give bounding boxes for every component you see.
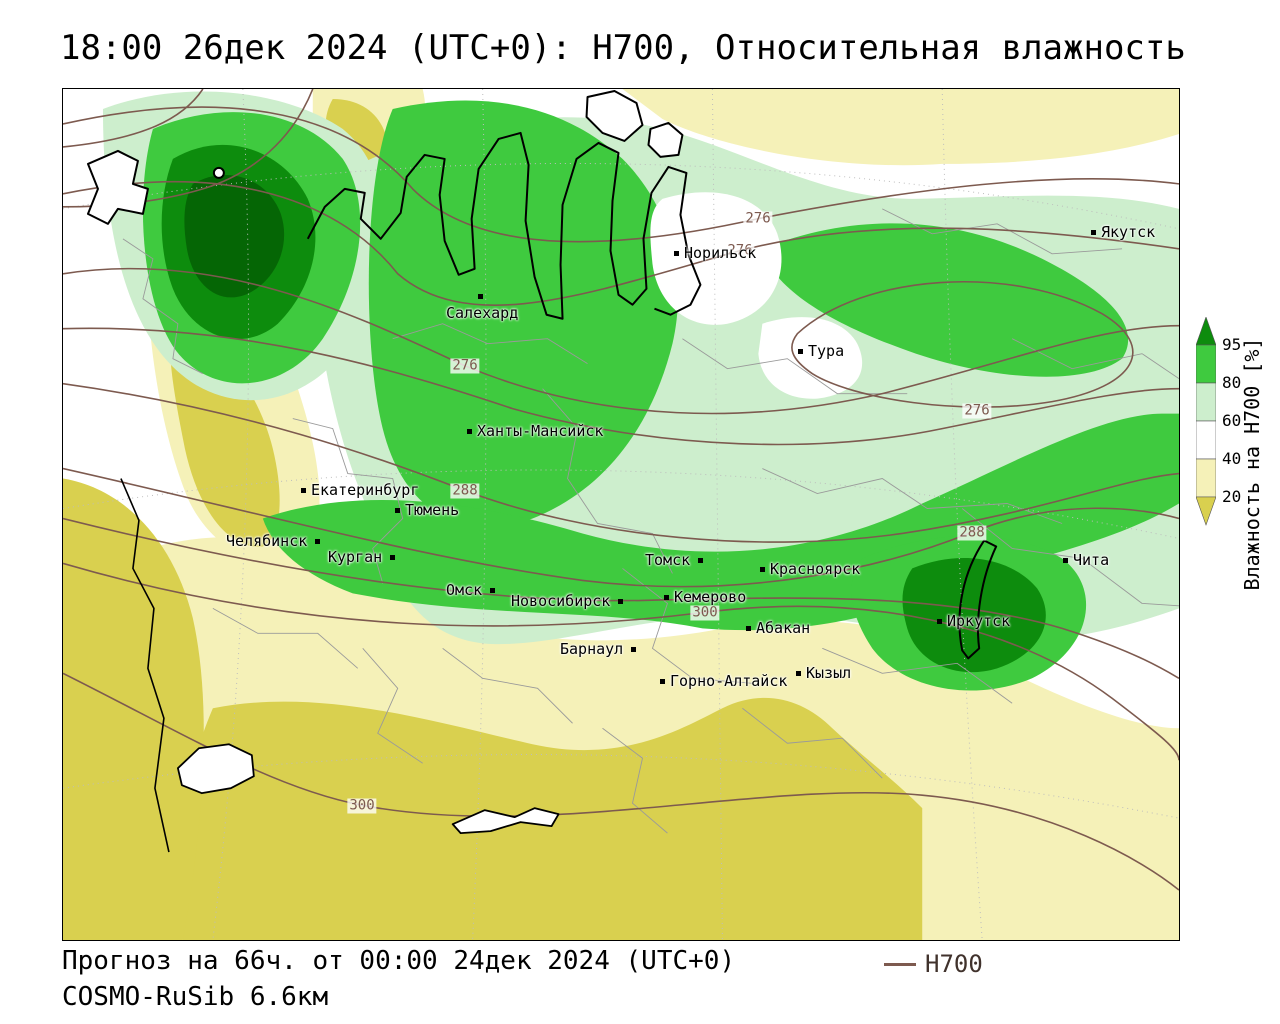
city-marker-Якутск: [1091, 230, 1096, 235]
h700-legend-label: H700: [925, 950, 983, 978]
city-marker-Салехард: [478, 294, 483, 299]
city-label-Чита: Чита: [1073, 551, 1110, 569]
forecast-note: Прогноз на 66ч. от 00:00 24дек 2024 (UTC…: [62, 946, 736, 976]
city-marker-Барнаул: [631, 647, 636, 652]
contour-value-label: 276: [962, 402, 992, 419]
model-name: COSMO-RuSib 6.6км: [62, 982, 329, 1012]
city-label-Тура: Тура: [808, 342, 845, 360]
city-marker-Иркутск: [937, 619, 942, 624]
city-label-Иркутск: Иркутск: [947, 612, 1011, 630]
city-marker-Горно-Алтайск: [660, 679, 665, 684]
colorbar-tick-40: 40: [1222, 449, 1242, 468]
h700-legend: H700: [884, 950, 983, 978]
colorbar-tick-95: 95: [1222, 335, 1242, 354]
city-label-Тюмень: Тюмень: [405, 501, 460, 519]
contour-value-label: 288: [957, 524, 987, 541]
city-marker-Новосибирск: [618, 599, 623, 604]
city-marker-Норильск: [674, 251, 679, 256]
city-label-Горно-Алтайск: Горно-Алтайск: [670, 672, 788, 690]
city-marker-Екатеринбург: [301, 488, 306, 493]
darkest-green-core: [184, 174, 285, 298]
colorbar-tick-60: 60: [1222, 411, 1242, 430]
city-label-Новосибирск: Новосибирск: [511, 592, 611, 610]
city-label-Екатеринбург: Екатеринбург: [311, 481, 420, 499]
coastline: [86, 89, 998, 853]
city-marker-Кызыл: [796, 671, 801, 676]
humidity-field-graphic: [63, 89, 1179, 940]
city-label-Челябинск: Челябинск: [226, 532, 308, 550]
city-label-Якутск: Якутск: [1101, 223, 1156, 241]
contour-value-label: 300: [690, 604, 720, 621]
map-canvas: 276 276 276 276 288 288 300 300 Якутск Норильск С…: [62, 88, 1180, 941]
h700-legend-line: [884, 962, 916, 966]
city-label-Ханты-Мансийск: Ханты-Мансийск: [477, 422, 604, 440]
colorbar-tick-20: 20: [1222, 487, 1242, 506]
page-title: 18:00 26дек 2024 (UTC+0): H700, Относите…: [60, 28, 1186, 68]
city-label-Кемерово: Кемерово: [674, 588, 747, 606]
city-label-Абакан: Абакан: [756, 619, 811, 637]
city-marker-Омск: [490, 588, 495, 593]
city-marker-Тюмень: [395, 508, 400, 513]
city-label-Барнаул: Барнаул: [560, 640, 624, 658]
city-marker-Тура: [798, 349, 803, 354]
h700-contours: [63, 89, 1179, 891]
city-marker-Кемерово: [664, 595, 669, 600]
city-label-Салехард: Салехард: [446, 304, 519, 322]
contour-label-layer: 276 276 276 276 288 288 300 300: [63, 89, 1179, 940]
colorbar: [1195, 316, 1217, 527]
city-marker-Курган: [390, 555, 395, 560]
city-marker-Томск: [698, 558, 703, 563]
city-layer: Якутск Норильск Салехард Тура Ханты-Мансийск…: [63, 89, 1179, 940]
contour-value-label: 288: [450, 482, 480, 499]
city-label-Кызыл: Кызыл: [806, 664, 852, 682]
colorbar-title: Влажность на H700 [%]: [1240, 337, 1264, 591]
contour-value-label: 276: [725, 242, 755, 259]
admin-boundaries: [122, 208, 1179, 834]
city-marker-Чита: [1063, 558, 1068, 563]
city-marker-Челябинск: [315, 539, 320, 544]
city-label-Томск: Томск: [645, 551, 691, 569]
city-label-Омск: Омск: [446, 581, 483, 599]
colorbar-graphic: [1195, 316, 1217, 526]
city-label-Курган: Курган: [328, 548, 383, 566]
city-marker-Ханты-Мансийск: [467, 429, 472, 434]
colorbar-tick-80: 80: [1222, 373, 1242, 392]
contour-value-label: 276: [450, 357, 480, 374]
city-label-Красноярск: Красноярск: [770, 560, 861, 578]
city-marker-Красноярск: [760, 567, 765, 572]
contour-value-label: 276: [743, 210, 773, 227]
city-marker-Абакан: [746, 626, 751, 631]
contour-value-label: 300: [347, 797, 377, 814]
city-label-Норильск: Норильск: [684, 244, 757, 262]
